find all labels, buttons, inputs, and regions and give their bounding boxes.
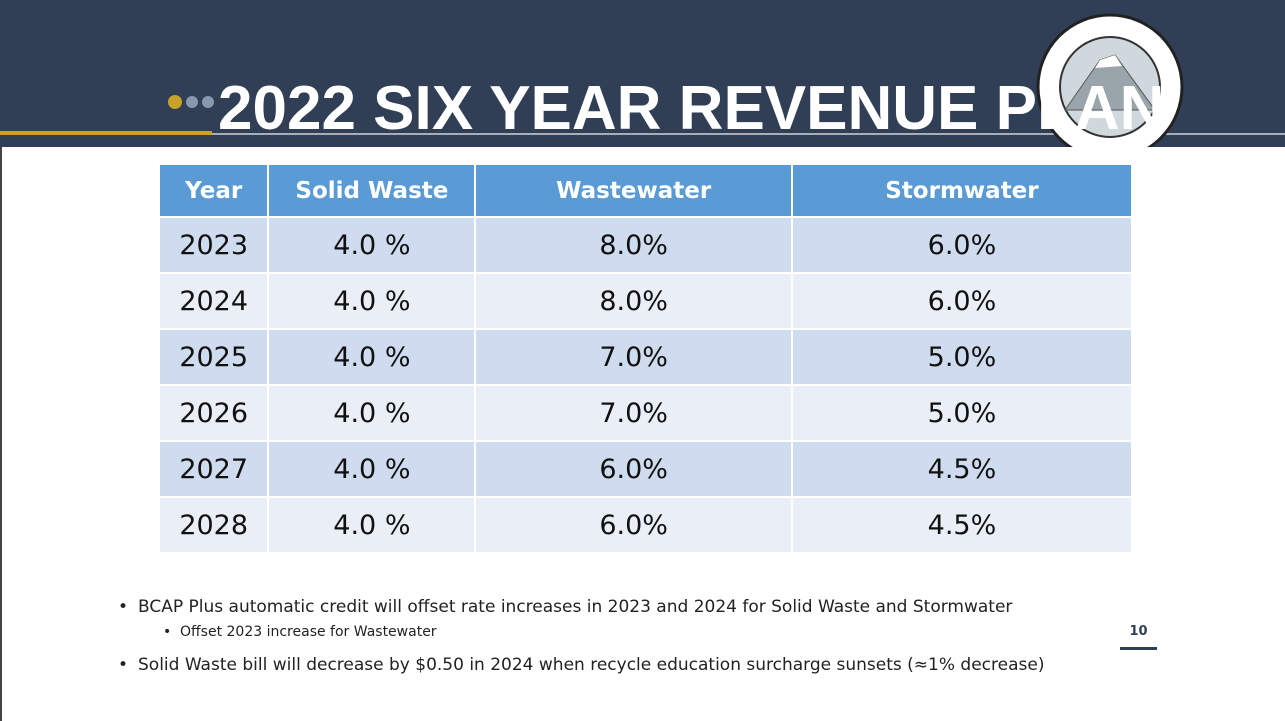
table-cell: 4.0 % bbox=[268, 384, 477, 441]
header-decor bbox=[0, 13, 1285, 147]
bullet-text: BCAP Plus automatic credit will offset r… bbox=[138, 597, 1013, 617]
table-cell: 4.5% bbox=[791, 496, 1134, 552]
column-header: Stormwater bbox=[791, 165, 1134, 217]
table-cell: 4.0 % bbox=[268, 216, 477, 273]
dot bbox=[186, 96, 198, 108]
table-cell: 6.0% bbox=[791, 216, 1134, 273]
column-header: Solid Waste bbox=[268, 165, 477, 217]
table-cell: 4.0 % bbox=[268, 328, 477, 385]
table-cell: 2026 bbox=[160, 384, 270, 441]
table-row: 2028 4.0 % 6.0% 4.5% bbox=[160, 496, 1134, 552]
header-row: Year Solid Waste Wastewater Stormwater bbox=[160, 165, 1134, 217]
slide-title: 2022 SIX YEAR REVENUE PLAN bbox=[218, 74, 1165, 143]
table-cell: 2028 bbox=[160, 496, 270, 552]
table-cell: 4.5% bbox=[791, 440, 1134, 497]
table-cell: 4.0 % bbox=[268, 440, 477, 497]
table-row: 2025 4.0 % 7.0% 5.0% bbox=[160, 328, 1134, 385]
table-cell: 5.0% bbox=[791, 384, 1134, 441]
table-cell: 4.0 % bbox=[268, 496, 477, 552]
bullet: Solid Waste bill will decrease by $0.50 … bbox=[118, 654, 1178, 677]
table-cell: 5.0% bbox=[791, 328, 1134, 385]
column-header: Year bbox=[160, 165, 270, 217]
sub-list: Offset 2023 increase for Wastewater bbox=[138, 622, 1178, 642]
table-cell: 6.0% bbox=[475, 440, 793, 497]
table-row: 2026 4.0 % 7.0% 5.0% bbox=[160, 384, 1134, 441]
table-body: 2023 4.0 % 8.0% 6.0% 2024 4.0 % 8.0% 6.0% 2025 4.… bbox=[160, 216, 1134, 552]
table-cell: 2027 bbox=[160, 440, 270, 497]
revenue-table: Year Solid Waste Wastewater Stormwater 2023… bbox=[160, 165, 1134, 552]
dot bbox=[168, 95, 182, 109]
table-cell: 8.0% bbox=[475, 216, 793, 273]
table-cell: 2024 bbox=[160, 272, 270, 329]
page-number: 10 bbox=[1120, 624, 1157, 650]
table-cell: 2023 bbox=[160, 216, 270, 273]
bullet-text: Solid Waste bill will decrease by $0.50 … bbox=[138, 655, 1045, 675]
table-row: 2024 4.0 % 8.0% 6.0% bbox=[160, 272, 1134, 329]
city-seal bbox=[1036, 13, 1184, 147]
table-cell: 6.0% bbox=[475, 496, 793, 552]
table-cell: 8.0% bbox=[475, 272, 793, 329]
left-border bbox=[0, 147, 2, 721]
column-header: Wastewater bbox=[475, 165, 793, 217]
bullet-list: BCAP Plus automatic credit will offset r… bbox=[118, 596, 1178, 679]
table-cell: 2025 bbox=[160, 328, 270, 385]
table-cell: 7.0% bbox=[475, 384, 793, 441]
sub-bullet: Offset 2023 increase for Wastewater bbox=[138, 622, 1178, 642]
table-row: 2027 4.0 % 6.0% 4.5% bbox=[160, 440, 1134, 497]
table-cell: 4.0 % bbox=[268, 272, 477, 329]
table-row: 2023 4.0 % 8.0% 6.0% bbox=[160, 216, 1134, 273]
table-cell: 7.0% bbox=[475, 328, 793, 385]
table-cell: 6.0% bbox=[791, 272, 1134, 329]
dot bbox=[202, 96, 214, 108]
bullet: BCAP Plus automatic credit will offset r… bbox=[118, 596, 1178, 642]
